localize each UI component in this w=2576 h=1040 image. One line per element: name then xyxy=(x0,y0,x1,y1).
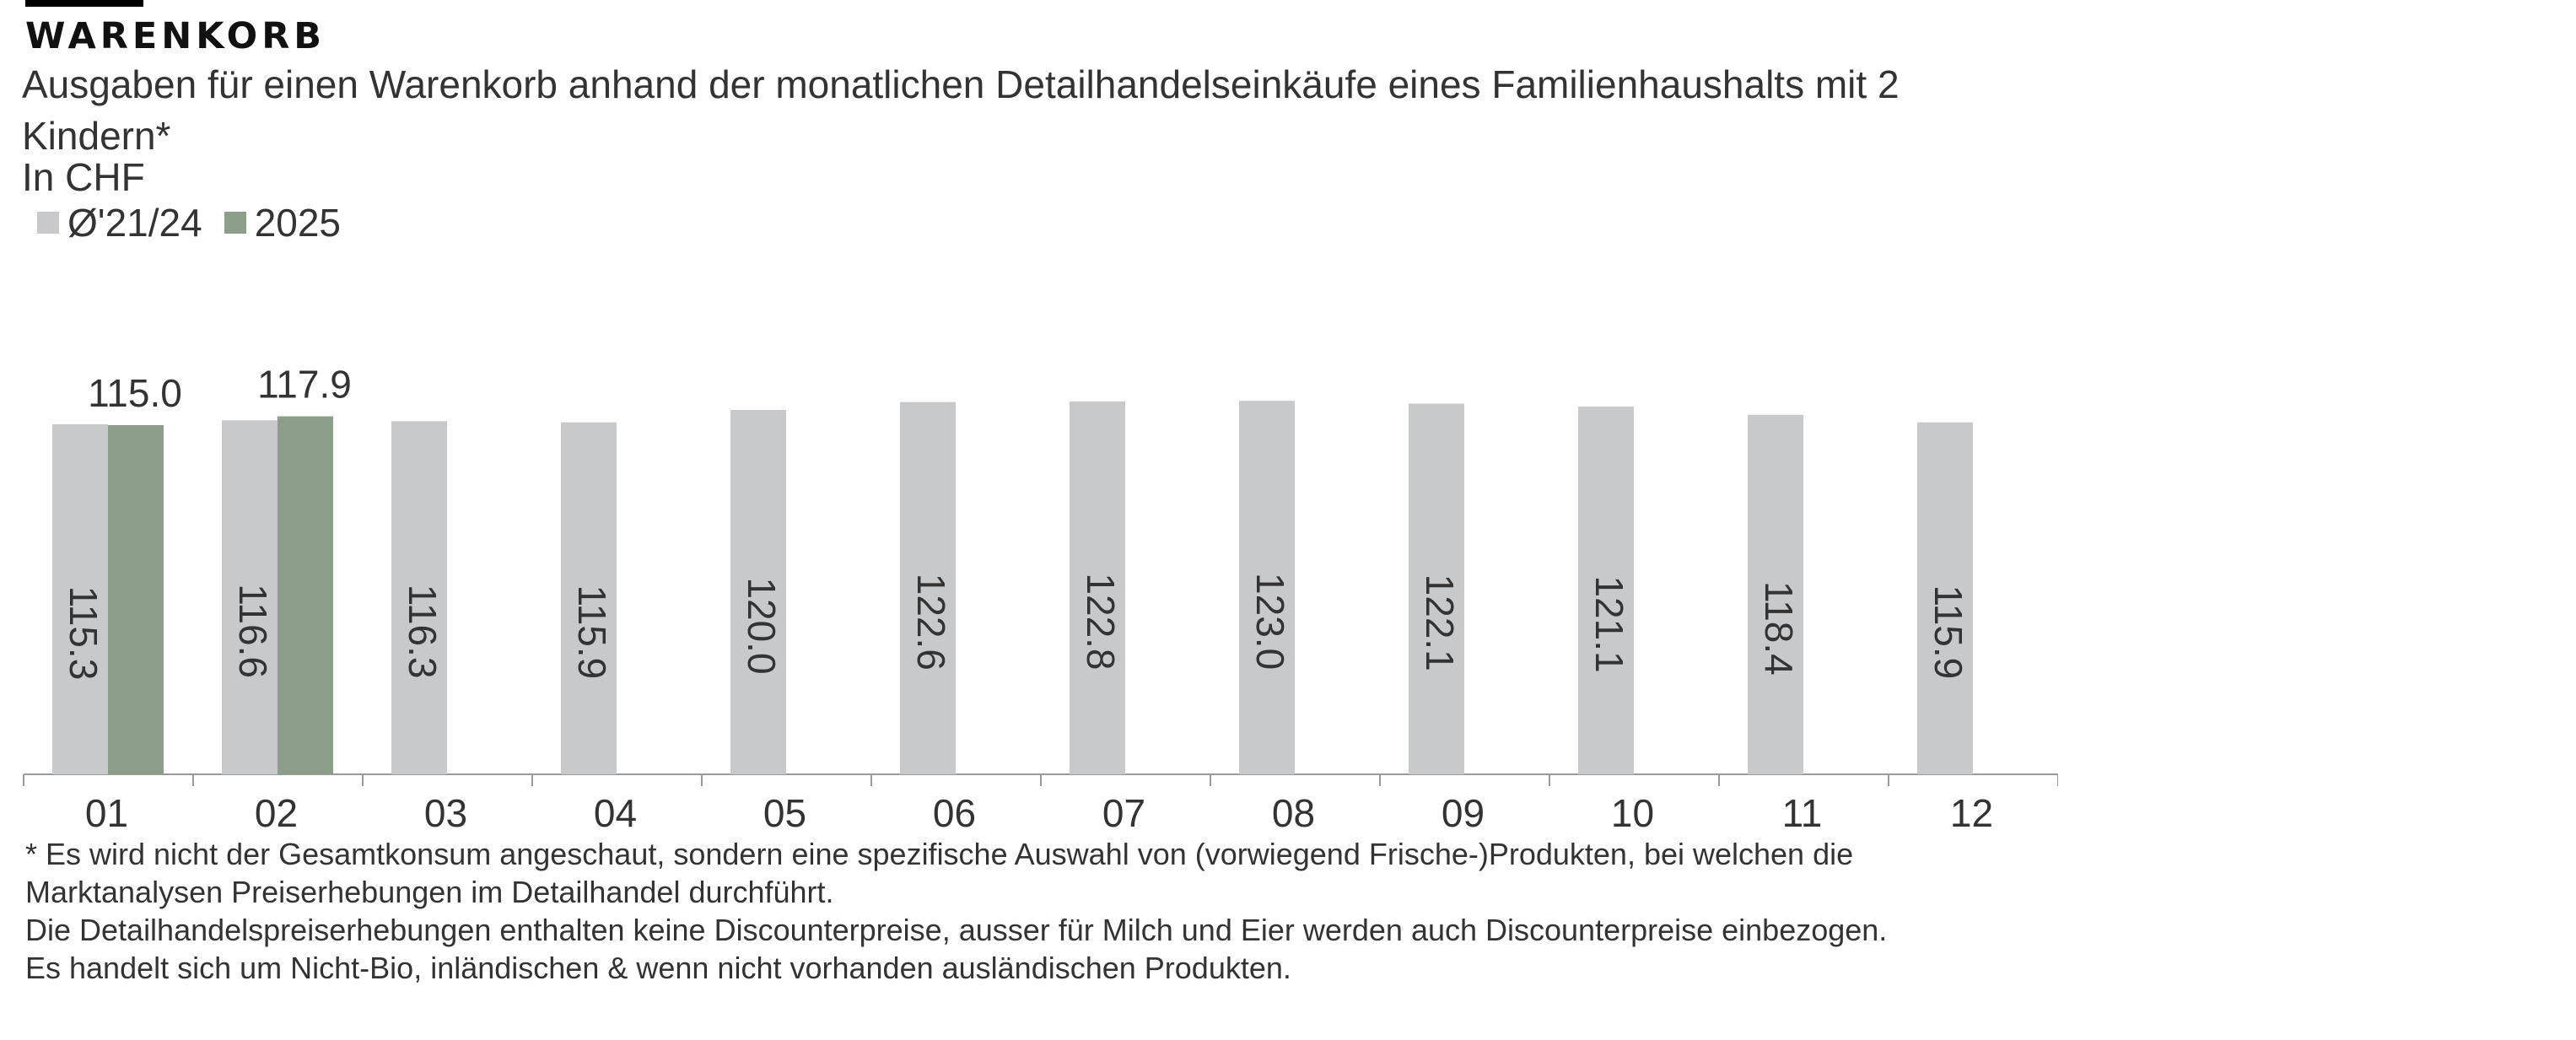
data-label-average: 122.6 xyxy=(909,574,953,671)
data-label-average: 123.0 xyxy=(1248,573,1292,670)
x-tick-label: 11 xyxy=(1782,791,1823,835)
footnote-line: Es handelt sich um Nicht-Bio, inländisch… xyxy=(25,951,1291,985)
bar-average xyxy=(1070,401,1125,774)
data-label-average: 116.3 xyxy=(401,585,445,679)
data-label-average: 115.3 xyxy=(62,586,105,681)
footnote-line: * Es wird nicht der Gesamtkonsum angesch… xyxy=(25,837,1854,871)
legend-label-average: Ø'21/24 xyxy=(67,201,202,245)
data-label-average: 122.1 xyxy=(1418,574,1462,671)
footnote-line: Die Detailhandelspreiserhebungen enthalt… xyxy=(25,913,1888,947)
data-label-average: 120.0 xyxy=(740,577,784,674)
bar-average xyxy=(52,423,108,774)
chart-kicker: WARENKORB xyxy=(25,15,326,57)
legend-swatch-average xyxy=(37,212,59,234)
bar-average xyxy=(900,401,956,774)
bar-average xyxy=(1578,407,1634,774)
data-label-average: 116.6 xyxy=(231,584,275,678)
data-label-average: 115.9 xyxy=(570,585,614,680)
bar-average xyxy=(391,421,447,774)
bar-average xyxy=(730,410,786,774)
chart-subtitle: Ausgaben für einen Warenkorb anhand der … xyxy=(22,62,1900,158)
x-tick-label: 01 xyxy=(85,791,128,835)
data-label-2025: 117.9 xyxy=(257,363,352,407)
bar-2025 xyxy=(278,416,333,774)
data-label-average: 115.9 xyxy=(1927,585,1970,680)
x-tick-label: 08 xyxy=(1272,791,1315,835)
bar-chart: 01 115.3 115.0 02 116.6 117.9 03 116.3 04 115.9 05… xyxy=(23,363,2058,835)
bar-average xyxy=(1917,422,1973,774)
x-tick-label: 10 xyxy=(1611,791,1654,835)
x-tick-label: 09 xyxy=(1442,791,1485,835)
header-accent-bar xyxy=(25,0,143,7)
data-label-average: 121.1 xyxy=(1587,575,1631,672)
x-tick-label: 04 xyxy=(594,791,637,835)
legend-item-2025: 2025 xyxy=(224,199,341,246)
data-label-2025: 115.0 xyxy=(88,371,182,415)
data-label-average: 118.4 xyxy=(1757,581,1801,676)
bar-2025 xyxy=(108,425,164,774)
x-tick-label: 02 xyxy=(255,791,298,835)
bar-average xyxy=(1239,401,1295,774)
footnote-line: Marktanalysen Preiserhebungen im Detailh… xyxy=(25,875,834,909)
legend-item-average: Ø'21/24 xyxy=(37,199,202,246)
x-tick-label: 03 xyxy=(424,791,467,835)
bar-average xyxy=(561,422,617,774)
legend-label-2025: 2025 xyxy=(254,201,342,245)
bar-average xyxy=(1409,403,1464,774)
data-label-average: 122.8 xyxy=(1079,573,1123,670)
bar-average xyxy=(1748,414,1803,774)
legend-swatch-2025 xyxy=(224,212,246,234)
unit-label: In CHF xyxy=(22,155,145,199)
footnote: * Es wird nicht der Gesamtkonsum angesch… xyxy=(25,835,2050,987)
x-tick-label: 12 xyxy=(1950,791,1993,835)
x-tick-label: 05 xyxy=(763,791,806,835)
x-tick-label: 06 xyxy=(933,791,976,835)
x-tick-label: 07 xyxy=(1102,791,1145,835)
bar-average xyxy=(222,420,278,774)
legend: Ø'21/24 2025 xyxy=(37,199,363,246)
